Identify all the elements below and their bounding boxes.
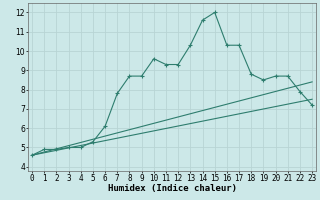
X-axis label: Humidex (Indice chaleur): Humidex (Indice chaleur) [108,184,236,193]
